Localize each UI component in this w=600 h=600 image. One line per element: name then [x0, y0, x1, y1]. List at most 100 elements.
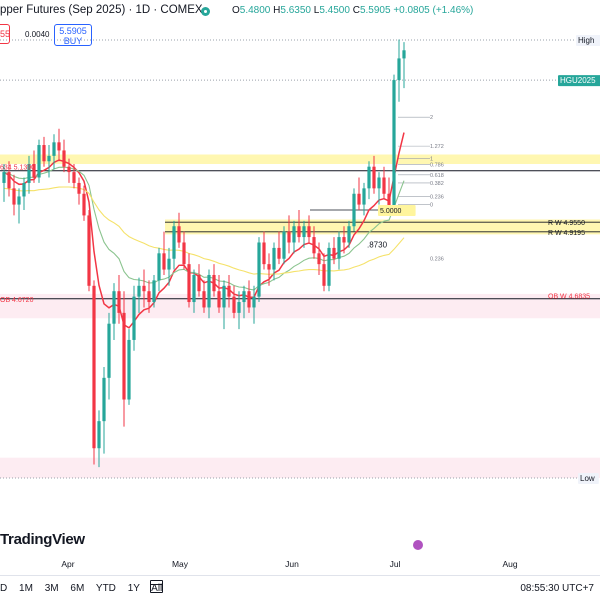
fib-label: 2 [430, 115, 433, 121]
candle-body [97, 421, 101, 449]
candle-body [242, 291, 246, 303]
candle-body [247, 291, 251, 308]
market-status-icon[interactable] [201, 7, 210, 16]
candle-body [332, 247, 336, 259]
candle-body [157, 253, 161, 281]
candle-body [212, 274, 216, 292]
candle-body [397, 58, 401, 81]
order-block-zone [0, 293, 600, 319]
rw-49195-label: R W 4.9195 [548, 230, 585, 237]
high-tag-bg [576, 35, 600, 46]
symbol-tag: HGU2025 [560, 76, 596, 85]
tf-6m[interactable]: 6M [70, 583, 85, 594]
candle-body [282, 231, 286, 259]
candle-body [387, 193, 391, 211]
candle-body [222, 285, 226, 308]
candle-body [67, 166, 71, 173]
candle-body [47, 155, 51, 162]
fib-label: 0.236 [430, 194, 444, 200]
tf-1m[interactable]: 1M [19, 583, 33, 594]
candle-body [227, 285, 231, 297]
low-label: L [313, 5, 320, 16]
timeframe-bar: D 1M 3M 6M YTD 1Y All [0, 583, 171, 594]
spread-value: 0.0040 [25, 30, 50, 39]
ob-w-4683-label: OB W 4.6835 [548, 294, 590, 301]
change-value: +0.0805 (+1.46%) [393, 5, 474, 16]
candle-body [187, 264, 191, 303]
candle-body [132, 296, 136, 340]
rw-4955-label: R W 4.9550 [548, 220, 585, 227]
candle-body [302, 226, 306, 238]
buy-button[interactable]: 5.5905 BUY [54, 24, 92, 46]
fib-label: 1.272 [430, 144, 444, 150]
sell-button[interactable]: 55 [0, 24, 10, 44]
candle-body [322, 264, 326, 286]
candle-body [22, 182, 26, 197]
candle-body [292, 226, 296, 243]
level-5000-label: 5.0000 [380, 208, 402, 215]
candle-body [82, 193, 86, 216]
tf-d[interactable]: D [0, 583, 8, 594]
utc-clock[interactable]: 08:55:30 UTC+7 [520, 583, 594, 594]
candle-body [372, 166, 376, 189]
fib-label: 1 [430, 157, 433, 163]
candle-body [327, 247, 331, 286]
candle-body [72, 172, 76, 183]
low-tag-bg [578, 473, 599, 484]
candle-body [317, 253, 321, 265]
x-tick-label: Jul [390, 559, 401, 569]
candle-body [312, 237, 316, 254]
candle-body [362, 188, 366, 205]
candle-body [392, 80, 396, 211]
candle-body [62, 150, 66, 167]
close-label: C [352, 5, 360, 16]
candle-body [402, 50, 406, 59]
candle-body [357, 193, 361, 205]
ema-green-line [3, 166, 405, 291]
candle-body [112, 291, 116, 324]
candle-body [177, 226, 181, 243]
x-tick-label: Jun [285, 559, 299, 569]
buy-price: 5.5905 [59, 26, 87, 36]
x-axis: Apr May Jun Jul Aug [61, 540, 518, 569]
ema-yellow-line [3, 186, 405, 275]
candle-body [42, 145, 46, 162]
candle-body [382, 177, 386, 194]
candle-body [352, 193, 356, 227]
candle-body [92, 285, 96, 449]
candle-body [277, 247, 281, 259]
open-value: 5.4800 [239, 5, 271, 16]
symbol-title[interactable]: pper Futures (Sep 2025) · 1D · COMEX [0, 4, 203, 16]
candle-body [272, 247, 276, 270]
fib-label: 0.618 [430, 173, 444, 179]
fib-label: 0 [430, 203, 433, 209]
candle-body [122, 312, 126, 400]
x-tick-label: Aug [502, 559, 517, 569]
high-label: H [273, 5, 281, 16]
candle-body [297, 226, 301, 238]
demand-zone-mid [165, 219, 600, 235]
tradingview-logo[interactable]: TradingView [0, 531, 85, 548]
candle-body [267, 264, 271, 270]
labels-layer: High Low HGU2025 634 5.1390 OB 4.6720 OB W 4.… [0, 35, 600, 484]
calendar-icon[interactable] [150, 580, 163, 593]
candle-body [162, 253, 166, 270]
candle-body [377, 177, 381, 189]
fib-label: 0.236 [430, 257, 444, 263]
tf-3m[interactable]: 3M [44, 583, 59, 594]
tf-all[interactable]: All [151, 583, 163, 594]
candle-body [237, 302, 241, 313]
candle-body [347, 226, 351, 243]
ob-4672-label: OB 4.6720 [0, 297, 34, 304]
candle-body [107, 323, 111, 378]
candle-body [342, 237, 346, 243]
candle-body [202, 291, 206, 308]
event-icon [413, 540, 423, 550]
tf-1y[interactable]: 1Y [127, 583, 140, 594]
close-value: 5.5905 [359, 5, 391, 16]
x-tick-label: Apr [61, 559, 74, 569]
tf-ytd[interactable]: YTD [95, 583, 116, 594]
candle-body [307, 226, 311, 238]
low-value: 5.4500 [319, 5, 350, 16]
